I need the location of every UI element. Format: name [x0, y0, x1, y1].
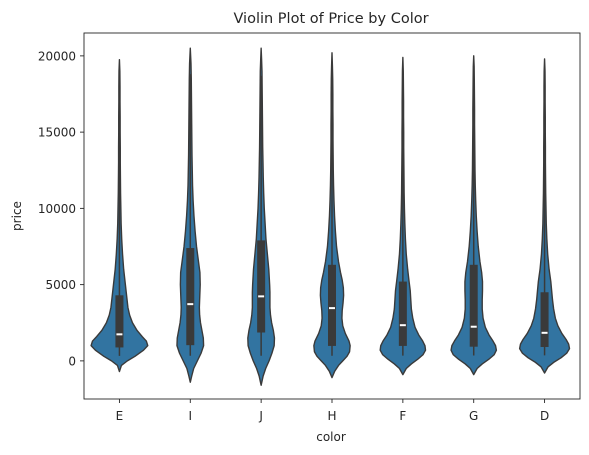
violin-iqr-box — [328, 264, 336, 346]
violin-iqr-box — [115, 295, 124, 348]
y-tick-label: 10000 — [38, 202, 76, 216]
x-tick-label: H — [327, 409, 336, 423]
violin-iqr-box — [398, 281, 407, 346]
violin-iqr-box — [540, 292, 549, 347]
violin-E — [90, 58, 149, 373]
y-tick-label: 0 — [68, 354, 76, 368]
x-tick-label: D — [540, 409, 549, 423]
y-tick-label: 20000 — [38, 49, 76, 63]
y-axis-ticks: 0 5000 10000 15000 20000 — [38, 49, 84, 368]
violin-F — [379, 56, 427, 376]
violin-J — [247, 47, 276, 386]
violin-iqr-box — [257, 240, 266, 333]
y-axis-label: price — [10, 201, 24, 231]
y-tick-label: 5000 — [45, 278, 76, 292]
y-tick-label: 15000 — [38, 126, 76, 140]
violin-I — [176, 47, 205, 383]
x-tick-label: J — [258, 409, 263, 423]
chart-title: Violin Plot of Price by Color — [233, 11, 428, 27]
violin-iqr-box — [186, 248, 195, 346]
violins-layer — [90, 47, 571, 386]
x-axis-label: color — [316, 430, 346, 444]
violin-G — [450, 55, 498, 376]
violin-D — [518, 58, 571, 374]
violin-iqr-box — [469, 264, 478, 347]
x-tick-label: I — [189, 409, 193, 423]
x-tick-label: E — [116, 409, 124, 423]
violin-H — [313, 52, 351, 379]
x-tick-label: F — [399, 409, 406, 423]
x-tick-label: G — [469, 409, 478, 423]
